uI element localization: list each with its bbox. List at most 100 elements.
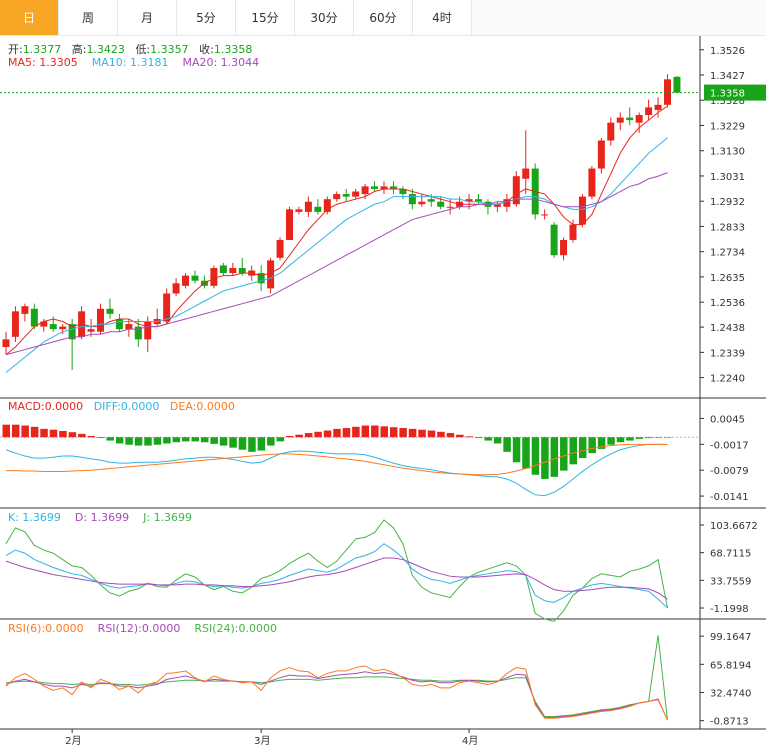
price-tick-label: 1.3229 (710, 121, 745, 132)
candle-body (380, 186, 388, 189)
macd-bar (134, 437, 143, 446)
rsi-readout: RSI(6):0.0000 RSI(12):0.0000 RSI(24):0.0… (8, 622, 277, 635)
last-price-label: 1.3358 (710, 89, 745, 100)
ma20-label: MA20: (182, 56, 218, 69)
candle-body (371, 186, 379, 189)
macd-bar (59, 430, 67, 438)
candle-body (97, 308, 104, 332)
tab-30min[interactable]: 30分 (295, 0, 354, 35)
macd-bar (182, 437, 190, 442)
d-line (5, 557, 668, 600)
macd-bar (408, 428, 417, 438)
macd-bar (342, 428, 351, 438)
candle-body (408, 194, 416, 205)
price-tick-label: 1.2536 (710, 298, 745, 309)
rsi-tick-label: -0.8713 (710, 717, 749, 728)
candle-body (68, 324, 76, 340)
open-label: 开: (8, 43, 23, 56)
kdj-tick-label: 103.6672 (710, 521, 758, 532)
price-tick-label: 1.2339 (710, 348, 745, 359)
macd-bar (588, 437, 596, 454)
tab-week[interactable]: 周 (59, 0, 118, 35)
candle-body (125, 324, 133, 330)
ma20-value: 1.3044 (220, 56, 260, 69)
macd-bar (493, 437, 502, 444)
macd-bar (210, 437, 218, 444)
rsi24-label: RSI(24): (194, 622, 239, 635)
kdj-tick-label: 68.7115 (710, 549, 751, 560)
candle-body (352, 191, 360, 197)
price-tick-label: 1.2438 (710, 323, 745, 334)
ma-readout: MA5: 1.3305 MA10: 1.3181 MA20: 1.3044 (8, 56, 259, 69)
candle-body (106, 308, 114, 314)
time-tick-label: 2月 (65, 735, 81, 747)
k-label: K: (8, 511, 19, 524)
macd-bar (361, 425, 370, 438)
macd-bar (427, 430, 436, 438)
candle-body (597, 140, 605, 169)
candle-body (304, 201, 312, 212)
candle-body (550, 224, 558, 256)
macd-bar (352, 426, 360, 438)
macd-bar (2, 424, 10, 438)
macd-bar (276, 437, 285, 442)
close-value: 1.3358 (213, 43, 253, 56)
candle-body (210, 267, 218, 286)
macd-bar (115, 437, 124, 444)
k-line (5, 543, 668, 609)
candle-body (49, 324, 57, 330)
macd-tick-label: -0.0079 (710, 466, 749, 477)
macd-bar (560, 437, 568, 471)
rsi12-line (5, 671, 668, 721)
candle-body (560, 239, 568, 256)
diff-value: 0.0000 (120, 400, 160, 413)
tab-day[interactable]: 日 (0, 0, 59, 35)
rsi-tick-label: 32.4740 (710, 688, 751, 699)
candle-body (191, 275, 199, 281)
tab-60min[interactable]: 60分 (354, 0, 413, 35)
candle-body (40, 321, 48, 327)
candle-body (446, 206, 454, 208)
candle-body (399, 188, 407, 195)
rsi-tick-label: 65.8194 (710, 660, 751, 671)
macd-bar (664, 437, 672, 438)
macd-bar (144, 437, 152, 446)
tab-month[interactable]: 月 (118, 0, 177, 35)
candle-body (2, 339, 10, 348)
candle-body (172, 283, 180, 294)
macd-bar (314, 431, 322, 438)
low-label: 低: (135, 43, 151, 56)
macd-tick-label: 0.0045 (710, 414, 745, 425)
price-tick-label: 1.2932 (710, 197, 745, 208)
ohlc-readout: 开:1.3377 高:1.3423 低:1.3357 收:1.3358 (8, 41, 252, 57)
candle-body (87, 329, 95, 332)
ma20-line (5, 172, 668, 356)
period-tabs: 日 周 月 5分 15分 30分 60分 4时 (0, 0, 766, 36)
candle-body (134, 326, 142, 340)
dea-line (6, 443, 668, 476)
tab-15min[interactable]: 15分 (236, 0, 295, 35)
macd-bar (200, 437, 209, 443)
close-label: 收: (199, 43, 214, 56)
rsi-tick-label: 99.1647 (710, 632, 751, 643)
tab-5min[interactable]: 5分 (177, 0, 236, 35)
time-tick-label: 3月 (254, 735, 270, 747)
candle-body (30, 308, 38, 327)
rsi12-value: 0.0000 (141, 622, 181, 635)
candle-body (635, 115, 643, 123)
macd-bar (541, 437, 549, 479)
macd-bar (531, 437, 540, 475)
rsi24-value: 0.0000 (238, 622, 277, 635)
tab-4hour[interactable]: 4时 (413, 0, 472, 35)
macd-bar (49, 429, 58, 438)
macd-bar (172, 437, 181, 443)
macd-bar (286, 435, 294, 438)
dea-value: 0.0000 (196, 400, 235, 413)
candle-body (512, 176, 520, 205)
macd-bar (550, 437, 559, 477)
macd-bar (635, 437, 644, 439)
candle-body (163, 293, 171, 322)
price-tick-label: 1.2833 (710, 222, 745, 233)
macd-bar (512, 437, 521, 463)
